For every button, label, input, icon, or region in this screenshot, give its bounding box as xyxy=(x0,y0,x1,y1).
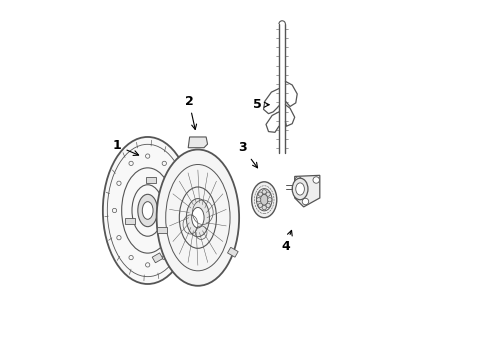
Ellipse shape xyxy=(265,203,270,207)
Ellipse shape xyxy=(260,194,267,205)
Bar xyxy=(227,247,238,257)
Ellipse shape xyxy=(294,177,301,183)
Text: 1: 1 xyxy=(113,139,138,156)
Bar xyxy=(125,218,134,224)
Ellipse shape xyxy=(138,194,157,227)
Text: 2: 2 xyxy=(184,95,196,130)
Polygon shape xyxy=(294,175,319,207)
Bar xyxy=(146,177,155,183)
Ellipse shape xyxy=(312,177,319,183)
Ellipse shape xyxy=(258,192,262,196)
Text: 5: 5 xyxy=(252,98,268,111)
Text: 3: 3 xyxy=(238,141,257,168)
Ellipse shape xyxy=(258,203,262,207)
Bar xyxy=(152,253,163,263)
Ellipse shape xyxy=(156,149,239,286)
Ellipse shape xyxy=(295,183,304,195)
Ellipse shape xyxy=(186,199,209,237)
Ellipse shape xyxy=(102,137,192,284)
Ellipse shape xyxy=(262,190,266,194)
Polygon shape xyxy=(188,137,207,148)
Bar xyxy=(157,228,166,233)
Ellipse shape xyxy=(267,198,271,202)
Ellipse shape xyxy=(302,198,308,205)
Ellipse shape xyxy=(251,182,276,218)
Ellipse shape xyxy=(292,178,307,200)
Ellipse shape xyxy=(142,202,153,219)
Ellipse shape xyxy=(191,207,203,228)
Text: 4: 4 xyxy=(281,230,292,253)
Ellipse shape xyxy=(262,206,266,210)
Ellipse shape xyxy=(265,192,270,196)
Ellipse shape xyxy=(256,198,260,202)
